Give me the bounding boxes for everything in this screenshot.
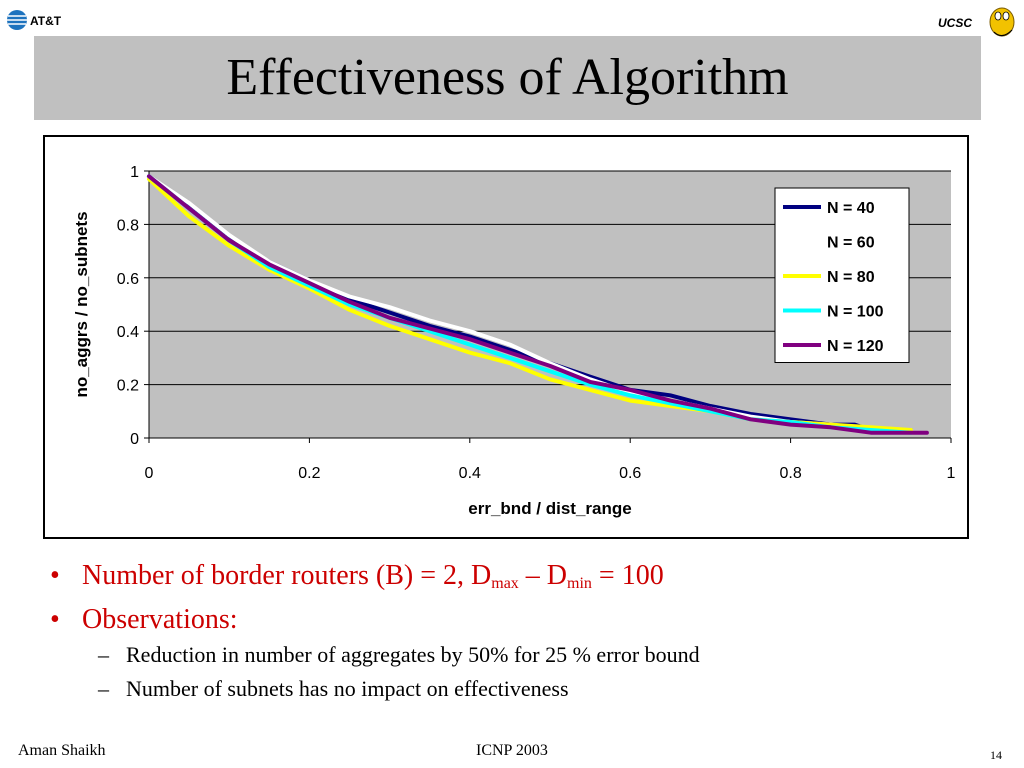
sub-bullet-text: Number of subnets has no impact on effec… xyxy=(126,676,569,701)
page-number: 14 xyxy=(990,748,1002,762)
line-chart: 0 0.2 0.4 0.6 0.8 1 0 0.2 0.4 0.6 0.8 1 err_bnd / di… xyxy=(72,164,956,518)
dash-marker: – xyxy=(98,642,109,667)
bullet-list: • Number of border routers (B) = 2, Dmax… xyxy=(50,558,990,706)
subscript-max: max xyxy=(491,575,519,592)
y-tick-label: 0.4 xyxy=(117,324,139,341)
y-tick-label: 0 xyxy=(130,431,139,448)
x-tick-label: 0.8 xyxy=(779,465,801,482)
bullet-text: Observations: xyxy=(82,604,238,635)
att-logo-text: AT&T xyxy=(30,14,62,28)
bullet-text-part: = 100 xyxy=(591,560,664,591)
x-axis-label: err_bnd / dist_range xyxy=(468,499,631,518)
chart-frame: 0 0.2 0.4 0.6 0.8 1 0 0.2 0.4 0.6 0.8 1 err_bnd / di… xyxy=(43,135,969,539)
legend-label: N = 60 xyxy=(827,235,875,252)
att-logo: AT&T xyxy=(6,8,66,32)
series-line xyxy=(147,174,929,435)
y-tick-label: 0.8 xyxy=(117,217,139,234)
slide-title: Effectiveness of Algorithm xyxy=(226,49,789,106)
x-tick-label: 1 xyxy=(947,465,956,482)
x-tick-label: 0.6 xyxy=(619,465,641,482)
bullet-marker: • xyxy=(50,560,60,591)
x-tick-label: 0 xyxy=(145,465,154,482)
legend-label: N = 80 xyxy=(827,269,875,286)
ucsc-logo: UCSC xyxy=(936,0,1020,44)
sub-bullet-subnets: – Number of subnets has no impact on eff… xyxy=(50,672,990,706)
footer-author: Aman Shaikh xyxy=(18,742,106,759)
series-line xyxy=(147,174,913,435)
bullet-border-routers: • Number of border routers (B) = 2, Dmax… xyxy=(50,558,990,602)
bullet-observations: • Observations: xyxy=(50,602,990,638)
bullet-marker: • xyxy=(50,604,60,635)
title-band: Effectiveness of Algorithm xyxy=(34,36,981,120)
sub-bullet-reduction: – Reduction in number of aggregates by 5… xyxy=(50,638,990,672)
bullet-text-part: – D xyxy=(518,560,568,591)
ucsc-logo-text: UCSC xyxy=(938,16,972,30)
y-tick-label: 0.2 xyxy=(117,378,139,395)
legend-label: N = 40 xyxy=(827,200,875,217)
sub-bullet-text: Reduction in number of aggregates by 50%… xyxy=(126,642,700,667)
legend-label: N = 100 xyxy=(827,304,884,321)
x-tick-label: 0.4 xyxy=(459,465,481,482)
legend-label: N = 120 xyxy=(827,338,884,355)
y-tick-label: 1 xyxy=(130,164,139,181)
x-tick-label: 0.2 xyxy=(298,465,320,482)
y-axis-label: no_aggrs / no_subnets xyxy=(72,211,91,397)
subscript-min: min xyxy=(567,575,592,592)
dash-marker: – xyxy=(98,676,109,701)
bullet-text-part: Number of border routers (B) = 2, D xyxy=(82,560,492,591)
footer-venue: ICNP 2003 xyxy=(476,742,548,759)
y-tick-label: 0.6 xyxy=(117,271,139,288)
